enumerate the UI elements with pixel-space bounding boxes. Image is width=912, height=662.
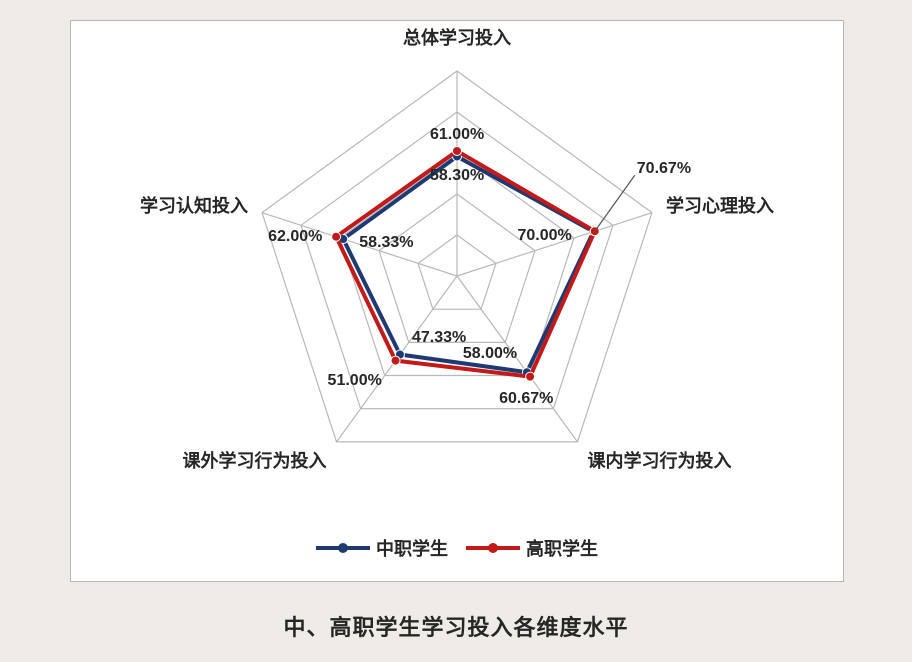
value-label-s1-2: 60.67% xyxy=(499,390,553,408)
value-label-s0-4: 58.33% xyxy=(359,234,413,252)
value-label-s0-0: 58.30% xyxy=(430,167,484,185)
axis-label-0: 总体学习投入 xyxy=(403,24,511,50)
legend-item-1: 高职学生 xyxy=(466,535,598,561)
axis-label-1: 学习心理投入 xyxy=(666,192,774,218)
legend-label-1: 高职学生 xyxy=(526,535,598,561)
value-label-s1-1: 70.67% xyxy=(637,160,691,178)
legend-label-0: 中职学生 xyxy=(376,535,448,561)
value-label-s1-3: 51.00% xyxy=(328,372,382,390)
legend-item-0: 中职学生 xyxy=(316,535,448,561)
value-label-s0-3: 47.33% xyxy=(412,329,466,347)
value-label-s1-4: 62.00% xyxy=(268,228,322,246)
axis-label-2: 课内学习行为投入 xyxy=(587,447,731,473)
legend-swatch-1 xyxy=(466,541,520,555)
chart-caption: 中、高职学生学习投入各维度水平 xyxy=(0,610,912,642)
value-label-s0-2: 58.00% xyxy=(463,345,517,363)
radar-chart-box: 总体学习投入 学习心理投入 课内学习行为投入 课外学习行为投入 学习认知投入 5… xyxy=(70,20,844,582)
axis-label-4: 学习认知投入 xyxy=(140,192,248,218)
page: 总体学习投入 学习心理投入 课内学习行为投入 课外学习行为投入 学习认知投入 5… xyxy=(0,0,912,662)
value-label-s1-0: 61.00% xyxy=(430,126,484,144)
radar-chart-svg xyxy=(71,21,843,581)
legend-swatch-0 xyxy=(316,541,370,555)
value-label-s0-1: 70.00% xyxy=(517,227,571,245)
legend: 中职学生 高职学生 xyxy=(71,533,843,563)
axis-label-3: 课外学习行为投入 xyxy=(183,447,327,473)
